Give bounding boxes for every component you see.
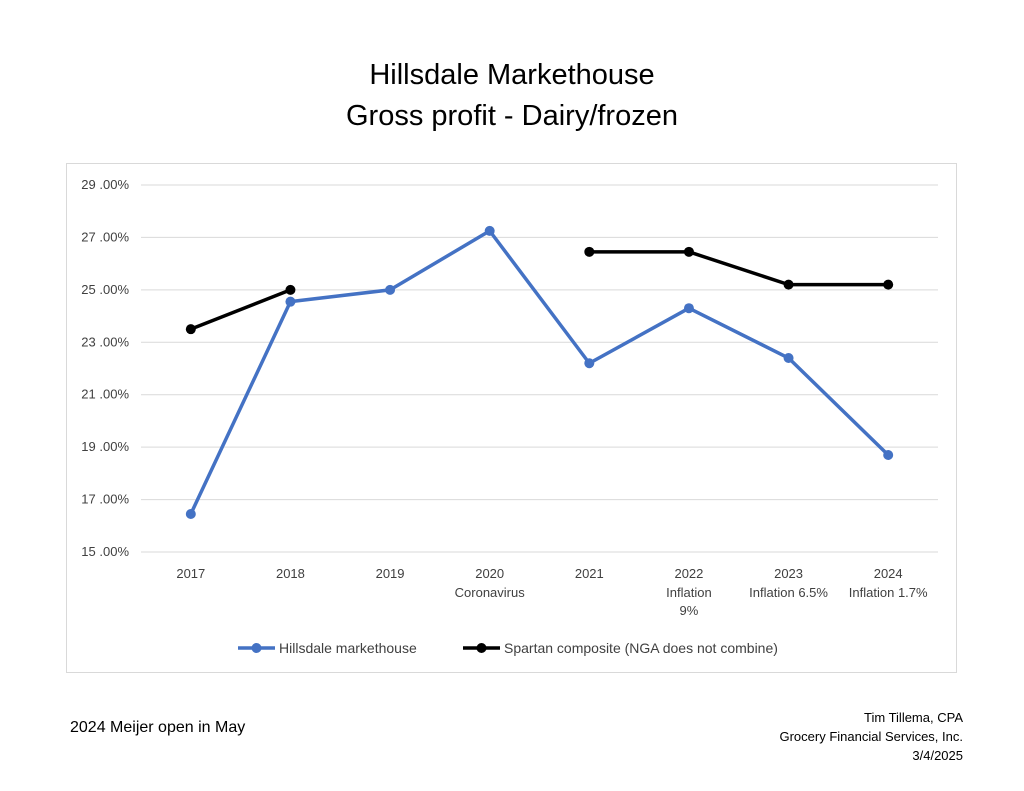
hillsdale-line [189, 229, 890, 515]
hillsdale-legend-label: Hillsdale markethouse [279, 640, 417, 656]
spartan-point [285, 284, 296, 295]
credit-date: 3/4/2025 [912, 748, 963, 763]
hillsdale-point [185, 508, 196, 519]
hillsdale-point [883, 450, 894, 461]
y-tick-label: 27 .00% [81, 229, 129, 244]
x-tick-annotation: Inflation [666, 585, 712, 600]
line-chart: 15 .00% 17 .00% 19 .00% 21 .00% 23 .00% 25 .0… [81, 177, 938, 656]
hillsdale-point [484, 225, 495, 236]
hillsdale-point [783, 353, 794, 364]
y-tick-label: 23 .00% [81, 334, 129, 349]
x-tick-annotation: 9% [680, 603, 699, 618]
x-tick-annotation: Coronavirus [455, 585, 526, 600]
spartan-point [783, 279, 794, 290]
hillsdale-legend-marker [251, 643, 262, 653]
spartan-line [190, 288, 292, 331]
y-tick-label: 17 .00% [81, 492, 129, 507]
x-tick-label: 2024 [874, 566, 903, 581]
x-tick-annotation: Inflation 1.7% [849, 585, 928, 600]
y-tick-label: 15 .00% [81, 544, 129, 559]
spartan-point [584, 246, 595, 257]
hillsdale-point [584, 358, 595, 369]
y-tick-label: 29 .00% [81, 177, 129, 192]
x-tick-label: 2017 [176, 566, 205, 581]
x-tick-label: 2018 [276, 566, 305, 581]
hillsdale-point [285, 296, 296, 307]
x-tick-label: 2020 [475, 566, 504, 581]
spartan-point [883, 279, 894, 290]
y-tick-label: 19 .00% [81, 439, 129, 454]
hillsdale-point [385, 284, 396, 295]
x-tick-label: 2022 [674, 566, 703, 581]
x-tick-label: 2023 [774, 566, 803, 581]
credits: Tim Tillema, CPA Grocery Financial Servi… [779, 708, 963, 765]
spartan-point [185, 324, 196, 335]
chart-area: 15 .00% 17 .00% 19 .00% 21 .00% 23 .00% 25 .0… [66, 163, 957, 673]
credit-company: Grocery Financial Services, Inc. [779, 729, 963, 744]
chart-title-line-1: Hillsdale Markethouse [369, 59, 655, 91]
spartan-legend-marker [476, 643, 487, 653]
x-tick-label: 2021 [575, 566, 604, 581]
spartan-legend-label: Spartan composite (NGA does not combine) [504, 640, 778, 656]
hillsdale-point [683, 303, 694, 314]
y-tick-label: 21 .00% [81, 387, 129, 402]
y-tick-label: 25 .00% [81, 282, 129, 297]
spartan-point [683, 246, 694, 257]
chart-title-line-2: Gross profit - Dairy/frozen [346, 100, 678, 132]
footnote: 2024 Meijer open in May [70, 719, 246, 736]
x-tick-annotation: Inflation 6.5% [749, 585, 828, 600]
credit-author: Tim Tillema, CPA [864, 710, 963, 725]
x-tick-label: 2019 [376, 566, 405, 581]
spartan-line [589, 250, 889, 287]
